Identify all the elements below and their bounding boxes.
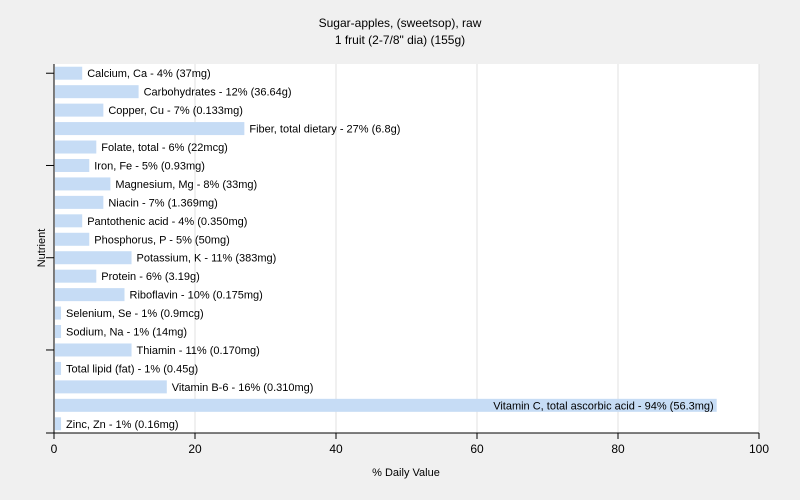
- x-tick-label: 80: [611, 442, 625, 456]
- bar-label: Vitamin B-6 - 16% (0.310mg): [172, 382, 314, 394]
- bar-label: Carbohydrates - 12% (36.64g): [144, 87, 292, 99]
- chart-subtitle: 1 fruit (2-7/8" dia) (155g): [335, 33, 465, 47]
- bar: [55, 325, 62, 339]
- bar: [55, 398, 717, 412]
- bar: [55, 103, 104, 117]
- bar-label: Copper, Cu - 7% (0.133mg): [108, 105, 243, 117]
- bar: [55, 232, 90, 246]
- bar: [55, 177, 111, 191]
- bar-label: Total lipid (fat) - 1% (0.45g): [66, 363, 198, 375]
- bar-label: Riboflavin - 10% (0.175mg): [130, 290, 263, 302]
- bar: [55, 85, 139, 99]
- bar-label: Zinc, Zn - 1% (0.16mg): [66, 419, 178, 431]
- bar-label: Magnesium, Mg - 8% (33mg): [115, 179, 257, 191]
- bar-label: Calcium, Ca - 4% (37mg): [87, 68, 210, 80]
- bar: [55, 214, 83, 228]
- bar: [55, 122, 245, 136]
- bar-label: Folate, total - 6% (22mcg): [101, 142, 228, 154]
- plot-area: Calcium, Ca - 4% (37mg) Carbohydrates - 1…: [46, 64, 769, 456]
- bar-label: Fiber, total dietary - 27% (6.8g): [249, 124, 400, 136]
- bar: [55, 140, 97, 154]
- bar: [55, 417, 62, 431]
- x-tick-label: 100: [749, 442, 769, 456]
- bar: [55, 306, 62, 320]
- plot-background: [54, 64, 759, 433]
- bar-label: Protein - 6% (3.19g): [101, 271, 199, 283]
- bar: [55, 195, 104, 209]
- bar: [55, 288, 125, 302]
- x-tick-label: 60: [470, 442, 484, 456]
- bar: [55, 361, 62, 375]
- bar: [55, 66, 83, 80]
- bar-label: Selenium, Se - 1% (0.9mcg): [66, 308, 204, 320]
- bar-label: Niacin - 7% (1.369mg): [108, 197, 217, 209]
- bar-label: Potassium, K - 11% (383mg): [137, 253, 277, 265]
- bar: [55, 269, 97, 283]
- bar-label: Iron, Fe - 5% (0.93mg): [94, 160, 205, 172]
- y-axis-label: Nutrient: [36, 229, 48, 268]
- x-axis-label: % Daily Value: [372, 467, 440, 479]
- bar-label: Vitamin C, total ascorbic acid - 94% (56…: [493, 400, 714, 412]
- bar-label: Sodium, Na - 1% (14mg): [66, 327, 187, 339]
- bar: [55, 158, 90, 172]
- bar-label: Thiamin - 11% (0.170mg): [137, 345, 260, 357]
- x-tick-label: 40: [329, 442, 343, 456]
- x-tick-label: 20: [188, 442, 202, 456]
- chart-title: Sugar-apples, (sweetsop), raw: [319, 16, 482, 30]
- bar: [55, 343, 132, 357]
- bar: [55, 251, 132, 265]
- bar: [55, 380, 167, 394]
- x-tick-label: 0: [51, 442, 58, 456]
- bar-label: Phosphorus, P - 5% (50mg): [94, 234, 230, 246]
- bar-label: Pantothenic acid - 4% (0.350mg): [87, 216, 247, 228]
